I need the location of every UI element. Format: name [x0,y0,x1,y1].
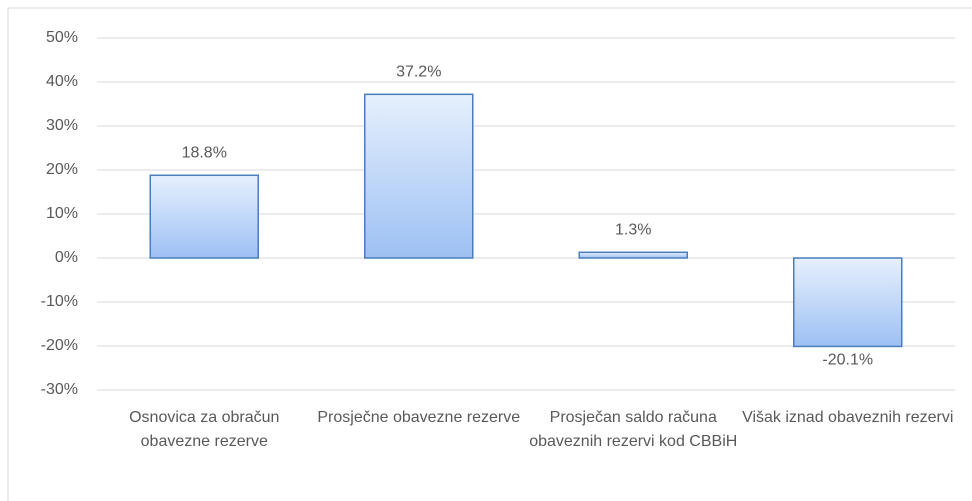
y-tick-label: 40% [46,73,78,90]
x-tick-label: Višak iznad obaveznih rezervi [742,409,954,426]
y-tick-label: 10% [46,205,78,222]
data-label: 18.8% [182,144,227,161]
data-label: -20.1% [822,352,873,369]
bar [149,174,259,259]
bar [364,93,474,259]
y-tick-label: -20% [41,337,78,354]
data-label: 1.3% [615,221,651,238]
y-tick-label: 50% [46,29,78,46]
x-tick-label: Osnovica za obračun obavezne rezerve [129,409,280,450]
chart-frame [7,7,972,501]
y-tick-label: -10% [41,293,78,310]
x-tick-label: Prosječne obavezne rezerve [317,409,521,426]
y-tick-label: 20% [46,161,78,178]
bar [578,251,688,259]
bar [793,257,903,348]
y-tick-label: 0% [55,249,78,266]
y-tick-label: -30% [41,381,78,398]
data-label: 37.2% [396,64,441,81]
x-tick-label: Prosječan saldo računa obaveznih rezervi… [529,409,738,450]
y-tick-label: 30% [46,117,78,134]
